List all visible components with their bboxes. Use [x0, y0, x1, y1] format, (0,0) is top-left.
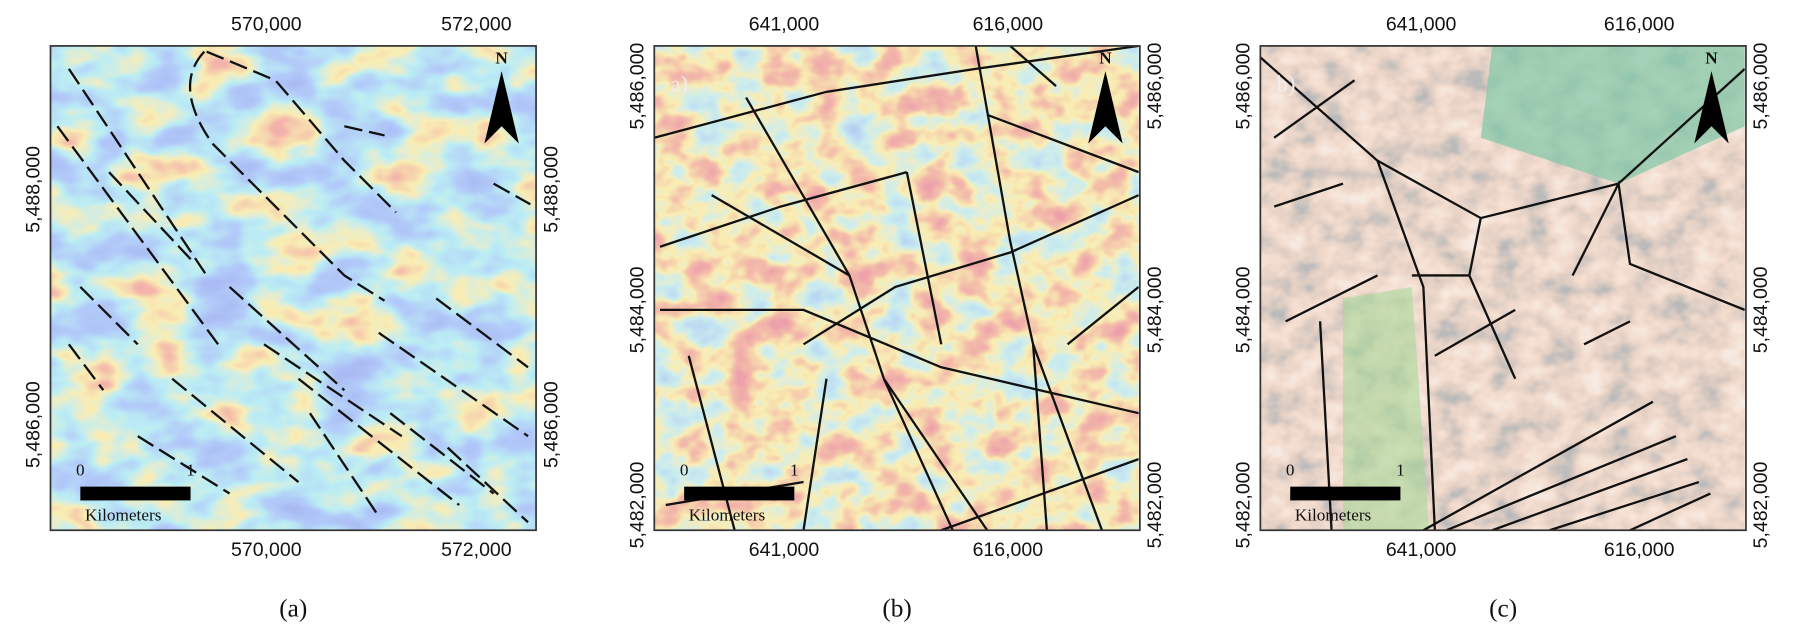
left-coordinate: 5,482,000: [626, 461, 648, 548]
right-coordinate: 5,482,000: [1750, 461, 1772, 548]
scale-unit: Kilometers: [85, 505, 162, 524]
north-arrow: [1694, 71, 1729, 144]
top-coordinate: 641,000: [749, 13, 820, 35]
scale-start: 0: [680, 461, 689, 480]
top-coordinate: 616,000: [973, 13, 1044, 35]
left-coordinate: 5,488,000: [23, 146, 45, 233]
scale-unit: Kilometers: [1295, 505, 1372, 524]
scale-unit: Kilometers: [689, 505, 766, 524]
panel-caption: (c): [1489, 594, 1517, 622]
zone: [1480, 45, 1745, 184]
map-a: [50, 45, 537, 531]
lineaments: [56, 50, 531, 524]
left-coordinate: 5,484,000: [626, 266, 648, 353]
bottom-coordinate: 641,000: [1386, 539, 1457, 561]
right-coordinate: 5,486,000: [1144, 43, 1166, 130]
scale-bar: [1290, 486, 1401, 501]
map-frame: [49, 45, 537, 532]
panel-caption: (b): [882, 594, 911, 622]
right-coordinate: 5,486,000: [540, 381, 562, 468]
top-coordinate: 572,000: [441, 13, 512, 35]
right-coordinate: 5,486,000: [1750, 43, 1772, 130]
map-frame: [1259, 45, 1747, 532]
right-coordinate: 5,482,000: [1144, 461, 1166, 548]
zone: [1343, 286, 1430, 531]
map-frame: [653, 45, 1141, 532]
north-arrow: [1088, 71, 1123, 144]
north-label: N: [1099, 49, 1112, 68]
right-coordinate: 5,488,000: [540, 146, 562, 233]
inset-label: b): [1276, 71, 1295, 96]
scale-start: 0: [1286, 461, 1295, 480]
north-label: N: [495, 49, 508, 68]
scale-bar: [684, 486, 795, 501]
left-coordinate: 5,486,000: [1232, 43, 1254, 130]
scale-end: 1: [1396, 461, 1405, 480]
north-arrow: [484, 71, 519, 144]
top-coordinate: 641,000: [1386, 13, 1457, 35]
faults: [1260, 56, 1745, 531]
right-coordinate: 5,484,000: [1750, 266, 1772, 353]
left-coordinate: 5,486,000: [626, 43, 648, 130]
scale-end: 1: [186, 461, 195, 480]
right-coordinate: 5,484,000: [1144, 266, 1166, 353]
scale-bar: [80, 486, 191, 501]
bottom-coordinate: 572,000: [441, 539, 512, 561]
bottom-coordinate: 641,000: [749, 539, 820, 561]
left-coordinate: 5,484,000: [1232, 266, 1254, 353]
left-coordinate: 5,482,000: [1232, 461, 1254, 548]
top-coordinate: 616,000: [1604, 13, 1675, 35]
top-coordinate: 570,000: [231, 13, 302, 35]
bottom-coordinate: 616,000: [973, 539, 1044, 561]
map-b: [654, 45, 1139, 531]
map-raster: [50, 45, 537, 531]
faults: [654, 45, 1139, 531]
bottom-coordinate: 570,000: [231, 539, 302, 561]
left-coordinate: 5,486,000: [23, 381, 45, 468]
panel-caption: (a): [279, 594, 307, 622]
scale-start: 0: [76, 461, 85, 480]
bottom-coordinate: 616,000: [1604, 539, 1675, 561]
scale-end: 1: [790, 461, 799, 480]
map-raster: [654, 45, 1139, 531]
north-label: N: [1705, 49, 1718, 68]
inset-label: a): [670, 71, 688, 96]
map-c: [1260, 45, 1745, 531]
